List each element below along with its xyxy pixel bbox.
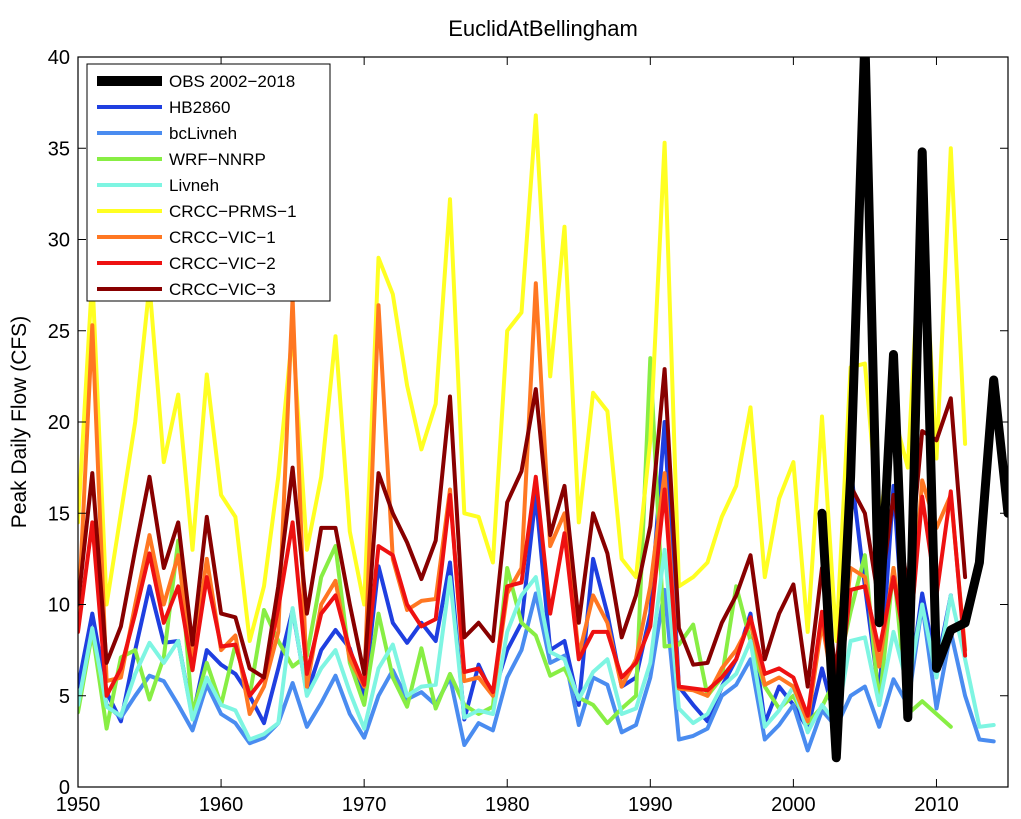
- series-layer: [78, 57, 1008, 763]
- x-tick-label: 1960: [199, 794, 244, 816]
- legend-label-0: OBS 2002−2018: [169, 72, 295, 91]
- series-line-0: [817, 57, 1008, 763]
- series-line-5: [78, 113, 968, 643]
- y-tick-label: 10: [48, 595, 70, 617]
- ticks-layer: 1950 1960 1970 1980 1990 2000 2010 0 5 10 15 20 25 30…: [48, 47, 1008, 816]
- y-tick-label: 0: [59, 777, 70, 799]
- y-tick-label: 5: [59, 686, 70, 708]
- series-line-7: [78, 474, 968, 718]
- legend-label-7: CRCC−VIC−2: [169, 254, 276, 273]
- y-tick-label: 35: [48, 138, 70, 160]
- legend-label-2: bcLivneh: [169, 124, 237, 143]
- legend-label-6: CRCC−VIC−1: [169, 228, 276, 247]
- y-tick-label: 15: [48, 503, 70, 525]
- legend-label-3: WRF−NNRP: [169, 150, 266, 169]
- x-tick-label: 2010: [914, 794, 959, 816]
- x-tick-label: 2000: [771, 794, 816, 816]
- y-axis-label: Peak Daily Flow (CFS): [8, 316, 31, 528]
- legend-label-1: HB2860: [169, 98, 230, 117]
- legend-label-5: CRCC−PRMS−1: [169, 202, 297, 221]
- y-tick-label: 20: [48, 412, 70, 434]
- y-tick-label: 25: [48, 321, 70, 343]
- y-tick-label: 30: [48, 230, 70, 252]
- x-tick-label: 1950: [56, 794, 101, 816]
- x-tick-label: 1980: [485, 794, 530, 816]
- y-tick-label: 40: [48, 47, 70, 69]
- legend: OBS 2002−2018 HB2860 bcLivneh WRF−NNRP Livne…: [86, 63, 331, 302]
- legend-label-8: CRCC−VIC−3: [169, 280, 276, 299]
- chart-title: EuclidAtBellingham: [448, 16, 638, 41]
- series-line-8: [78, 367, 968, 689]
- legend-label-4: Livneh: [169, 176, 219, 195]
- x-tick-label: 1990: [628, 794, 673, 816]
- x-tick-label: 1970: [342, 794, 387, 816]
